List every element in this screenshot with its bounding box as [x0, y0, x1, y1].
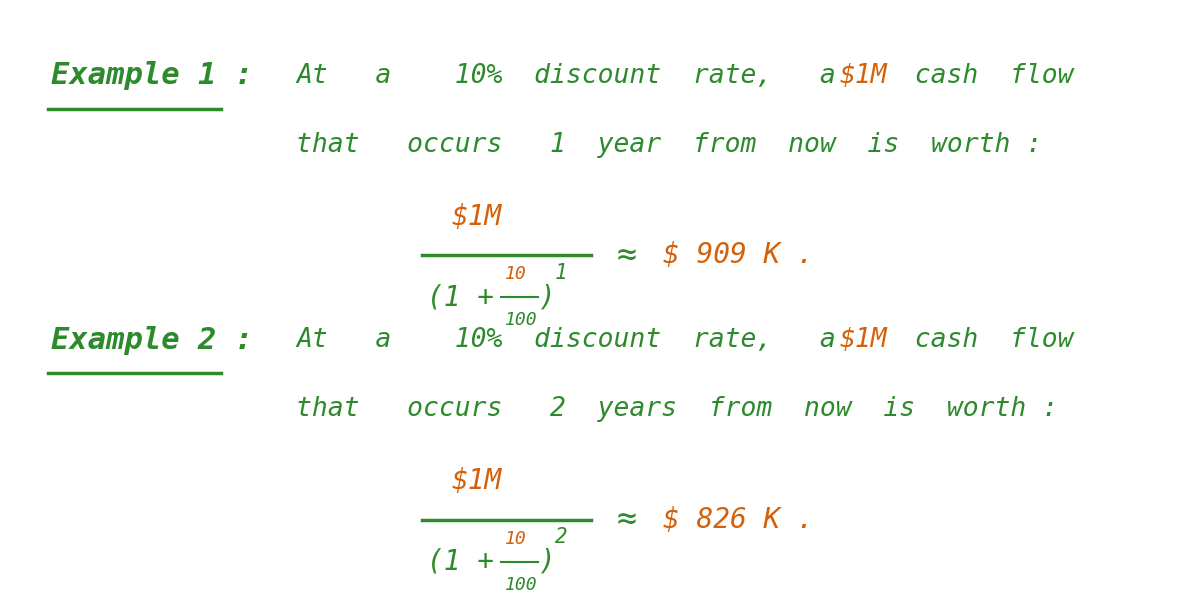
Text: (1 +: (1 + [427, 548, 511, 575]
Text: 2: 2 [554, 527, 568, 547]
Text: 10: 10 [505, 265, 527, 283]
Text: $1M: $1M [452, 203, 502, 231]
Text: ): ) [539, 283, 556, 311]
Text: 100: 100 [505, 311, 538, 329]
Text: $ 826 K .: $ 826 K . [664, 506, 814, 533]
Text: $1M: $1M [452, 467, 502, 495]
Text: that   occurs   2  years  from  now  is  worth :: that occurs 2 years from now is worth : [296, 397, 1058, 422]
Text: cash  flow: cash flow [883, 63, 1074, 89]
Text: (1 +: (1 + [427, 283, 511, 311]
Text: Example 1 :: Example 1 : [52, 61, 253, 91]
Text: ≈: ≈ [617, 239, 637, 272]
Text: At   a    10%  discount  rate,   a: At a 10% discount rate, a [296, 63, 883, 89]
Text: Example 2 :: Example 2 : [52, 326, 253, 355]
Text: At   a    10%  discount  rate,   a: At a 10% discount rate, a [296, 328, 883, 353]
Text: ): ) [539, 548, 556, 575]
Text: 100: 100 [505, 575, 538, 593]
Text: $ 909 K .: $ 909 K . [664, 241, 814, 269]
Text: 10: 10 [505, 530, 527, 548]
Text: ≈: ≈ [617, 503, 637, 536]
Text: cash  flow: cash flow [883, 328, 1074, 353]
Text: that   occurs   1  year  from  now  is  worth :: that occurs 1 year from now is worth : [296, 132, 1043, 158]
Text: $1M: $1M [839, 63, 887, 89]
Text: 1: 1 [554, 263, 568, 283]
Text: $1M: $1M [839, 328, 887, 353]
